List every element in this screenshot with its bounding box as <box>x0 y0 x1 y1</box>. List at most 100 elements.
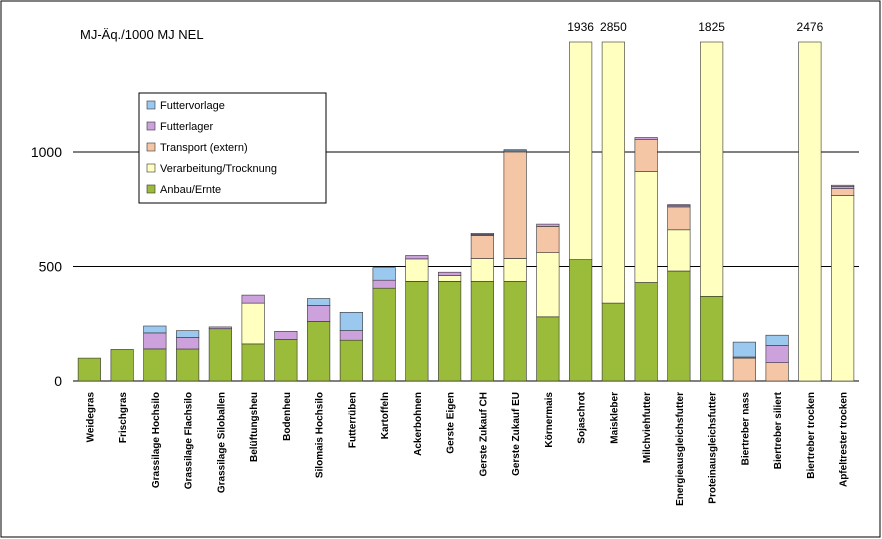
bar-segment <box>176 337 200 350</box>
bar-segment <box>405 258 429 282</box>
bar-stack <box>208 326 232 382</box>
category-label: Biertreber nass <box>740 392 751 466</box>
bar-stack <box>143 325 167 382</box>
overflow-value-labels: 1936 2850 1825 2476 <box>567 20 823 34</box>
bar-segment <box>274 338 298 382</box>
bar-segment <box>241 302 265 345</box>
bar-segment <box>438 281 462 382</box>
y-tick-labels: 0 500 1000 <box>31 144 62 389</box>
category-label: Grassilage Flachsilo <box>184 392 195 489</box>
bar-segment <box>831 188 855 196</box>
bar-segment <box>241 294 265 304</box>
bar-segment <box>77 357 101 382</box>
bar-segment <box>667 270 691 382</box>
bar-segment <box>569 41 593 260</box>
category-label: Futterrüben <box>347 392 358 448</box>
bar-stack <box>470 233 494 382</box>
bar-segment <box>765 362 789 382</box>
bar-segment <box>176 348 200 382</box>
y-tick-label: 1000 <box>31 144 62 160</box>
bar-segment <box>176 330 200 338</box>
bar-segment <box>732 341 756 358</box>
bar-segment <box>667 229 691 272</box>
bar-stack <box>241 294 265 382</box>
bar-segment <box>307 321 331 382</box>
bar-stack <box>372 267 396 382</box>
bar-stack <box>274 330 298 382</box>
bar-stack <box>503 149 527 382</box>
overflow-value-label: 1825 <box>698 20 725 34</box>
category-label: Ackerbohnen <box>413 392 424 456</box>
category-label: Biertreber siliert <box>773 391 784 469</box>
overflow-value-label: 1936 <box>567 20 594 34</box>
bar-segment <box>503 151 527 259</box>
bar-segment <box>667 204 691 207</box>
bar-segment <box>798 41 822 382</box>
category-labels: Weidegras Frischgras Grassilage Hochsilo Gr… <box>85 391 849 506</box>
category-label: Frischgras <box>118 392 129 444</box>
bar-segment <box>143 325 167 334</box>
bar-stack <box>700 41 724 382</box>
category-label: Kartoffeln <box>380 392 391 439</box>
y-axis-label: MJ-Äq./1000 MJ NEL <box>80 27 204 42</box>
category-label: Gerste Eigen <box>446 392 457 454</box>
bar-segment <box>307 305 331 322</box>
category-label: Grassilage Hochsilo <box>151 392 162 488</box>
category-label: Belüftungsheu <box>249 392 260 462</box>
bar-segment <box>143 348 167 382</box>
legend-swatch <box>146 121 156 131</box>
category-label: Gerste Zukauf EU <box>511 392 522 476</box>
bar-segment <box>569 259 593 382</box>
bar-segment <box>634 171 658 283</box>
bar-segment <box>601 302 625 382</box>
bar-segment <box>503 281 527 382</box>
bar-segment <box>405 255 429 260</box>
bar-stack <box>765 334 789 382</box>
bar-stack <box>634 137 658 382</box>
category-label: Sojaschrot <box>577 391 588 443</box>
bar-segment <box>438 275 462 282</box>
bar-segment <box>536 252 560 318</box>
legend-label: Verarbeitung/Trocknung <box>160 163 277 175</box>
legend-swatch <box>146 142 156 152</box>
bar-stack <box>536 223 560 382</box>
bar-stack <box>831 184 855 382</box>
legend-label: Futterlager <box>160 121 214 133</box>
bar-stack <box>110 349 134 382</box>
bar-stack <box>438 271 462 382</box>
bar-stack <box>405 255 429 382</box>
bar-segment <box>372 267 396 281</box>
category-label: Proteinausgleichsfutter <box>708 392 719 504</box>
legend-swatch <box>146 184 156 194</box>
category-label: Silomais Hochsilo <box>315 392 326 478</box>
legend: Futtervorlage Futterlager Transport (exter… <box>138 92 327 204</box>
bar-segment <box>634 139 658 172</box>
bar-segment <box>831 184 855 187</box>
overflow-value-label: 2476 <box>797 20 824 34</box>
bars <box>77 41 855 382</box>
bar-segment <box>470 235 494 259</box>
legend-label: Transport (extern) <box>160 142 248 154</box>
bar-stack <box>339 311 363 382</box>
bar-segment <box>405 281 429 382</box>
legend-swatch <box>146 100 156 110</box>
bar-segment <box>536 316 560 382</box>
bar-segment <box>438 271 462 276</box>
bar-segment <box>372 287 396 382</box>
legend-label: Anbau/Ernte <box>160 184 221 196</box>
bar-segment <box>470 233 494 235</box>
category-label: Weidegras <box>85 392 96 443</box>
bar-segment <box>208 326 232 329</box>
bar-segment <box>536 223 560 227</box>
bar-stack <box>77 357 101 382</box>
bar-segment <box>110 349 134 382</box>
bar-stack <box>307 298 331 382</box>
bar-segment <box>765 334 789 346</box>
bar-segment <box>241 343 265 382</box>
bar-stack <box>601 41 625 382</box>
bar-segment <box>536 226 560 253</box>
bar-segment <box>307 298 331 306</box>
category-label: Gerste Zukauf CH <box>478 392 489 476</box>
